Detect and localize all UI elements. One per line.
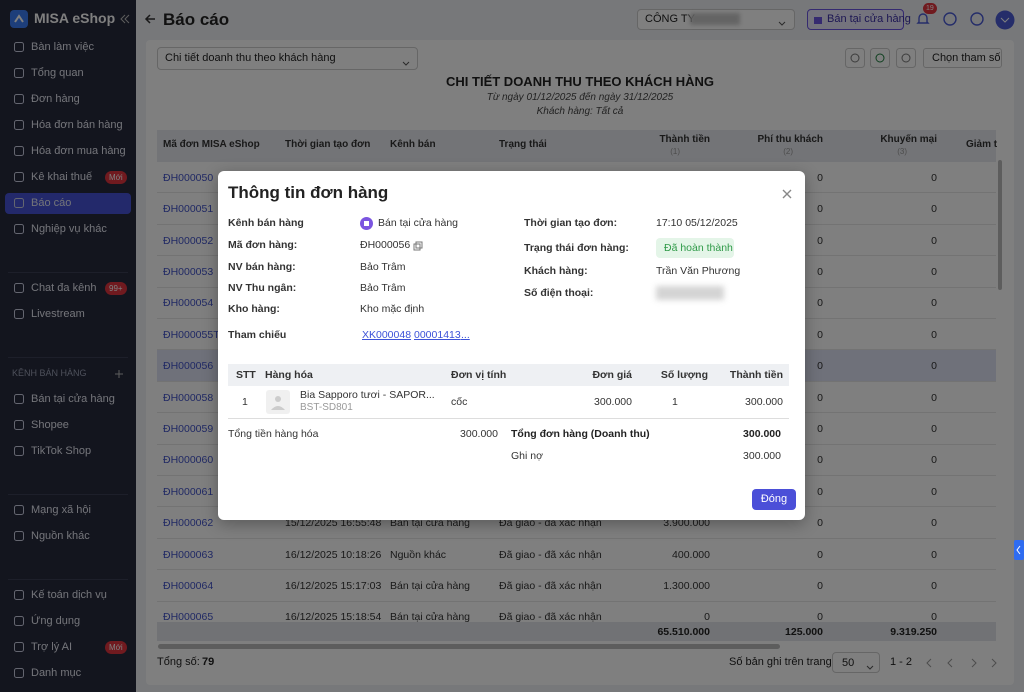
item-sku: BST-SD801	[300, 402, 353, 413]
item-image	[266, 390, 290, 414]
field-label: Số điện thoại:	[524, 287, 594, 299]
field-label: NV Thu ngân:	[228, 282, 297, 294]
subtotal-value: 300.000	[460, 428, 498, 440]
copy-icon[interactable]	[413, 240, 423, 251]
channel-icon-svg	[360, 217, 373, 230]
item-row	[228, 386, 789, 419]
field-label: Kênh bán hàng	[228, 217, 304, 229]
field-value: Bảo Trâm	[360, 282, 406, 294]
total-value: 300.000	[743, 428, 781, 440]
items-column-header: Đơn giá	[592, 369, 632, 381]
reference-link[interactable]: 00001413	[414, 329, 461, 341]
reference-label: Tham chiếu	[228, 329, 287, 341]
item-qty: 1	[672, 396, 678, 408]
items-column-header: Đơn vị tính	[451, 369, 507, 381]
modal-title: Thông tin đơn hàng	[228, 183, 389, 202]
item-amount: 300.000	[745, 396, 783, 408]
field-value: Kho mặc định	[360, 303, 425, 315]
items-column-header: Số lượng	[660, 369, 708, 381]
item-image-svg	[266, 390, 290, 414]
channel-icon	[360, 217, 373, 230]
items-header-bg	[228, 364, 789, 386]
close-button[interactable]	[752, 489, 796, 510]
field-label: Trạng thái đơn hàng:	[524, 242, 629, 254]
field-label: NV bán hàng:	[228, 261, 296, 273]
copy-icon-svg	[413, 241, 423, 251]
items-column-header: STT	[236, 369, 256, 381]
field-label: Thời gian tạo đơn:	[524, 217, 618, 229]
side-tab[interactable]	[1014, 540, 1024, 560]
field-label: Mã đơn hàng:	[228, 239, 298, 251]
field-value: Bán tại cửa hàng	[378, 217, 459, 229]
reference-link[interactable]: XK000048	[362, 329, 412, 341]
modal-close-svg	[782, 189, 792, 199]
phone-blur	[656, 286, 724, 300]
items-column-header: Hàng hóa	[265, 369, 313, 381]
item-unit: cốc	[451, 396, 468, 408]
field-label: Khách hàng:	[524, 265, 588, 277]
side-tab-svg	[1014, 540, 1024, 560]
modal	[218, 171, 805, 520]
total-label: Tổng đơn hàng (Doanh thu)	[511, 428, 650, 440]
status-text: Đã hoàn thành	[664, 242, 733, 254]
item-price: 300.000	[594, 396, 632, 408]
debt-label: Ghi nợ	[511, 450, 543, 462]
subtotal-label: Tổng tiền hàng hóa	[228, 428, 319, 440]
modal-close[interactable]	[782, 188, 792, 199]
debt-value: 300.000	[743, 450, 781, 462]
field-value: Trần Văn Phương	[656, 265, 741, 277]
items-column-header: Thành tiền	[729, 369, 783, 381]
item-stt: 1	[242, 396, 248, 408]
field-value: Bảo Trâm	[360, 261, 406, 273]
field-value: 17:10 05/12/2025	[656, 217, 738, 229]
reference-link[interactable]: ...	[461, 329, 470, 341]
field-value: ĐH000056	[360, 239, 411, 251]
status-pill	[656, 238, 734, 258]
close-button-label[interactable]: Đóng	[760, 493, 788, 505]
field-label: Kho hàng:	[228, 303, 280, 315]
item-name: Bia Sapporo tươi - SAPOR...	[300, 389, 435, 401]
